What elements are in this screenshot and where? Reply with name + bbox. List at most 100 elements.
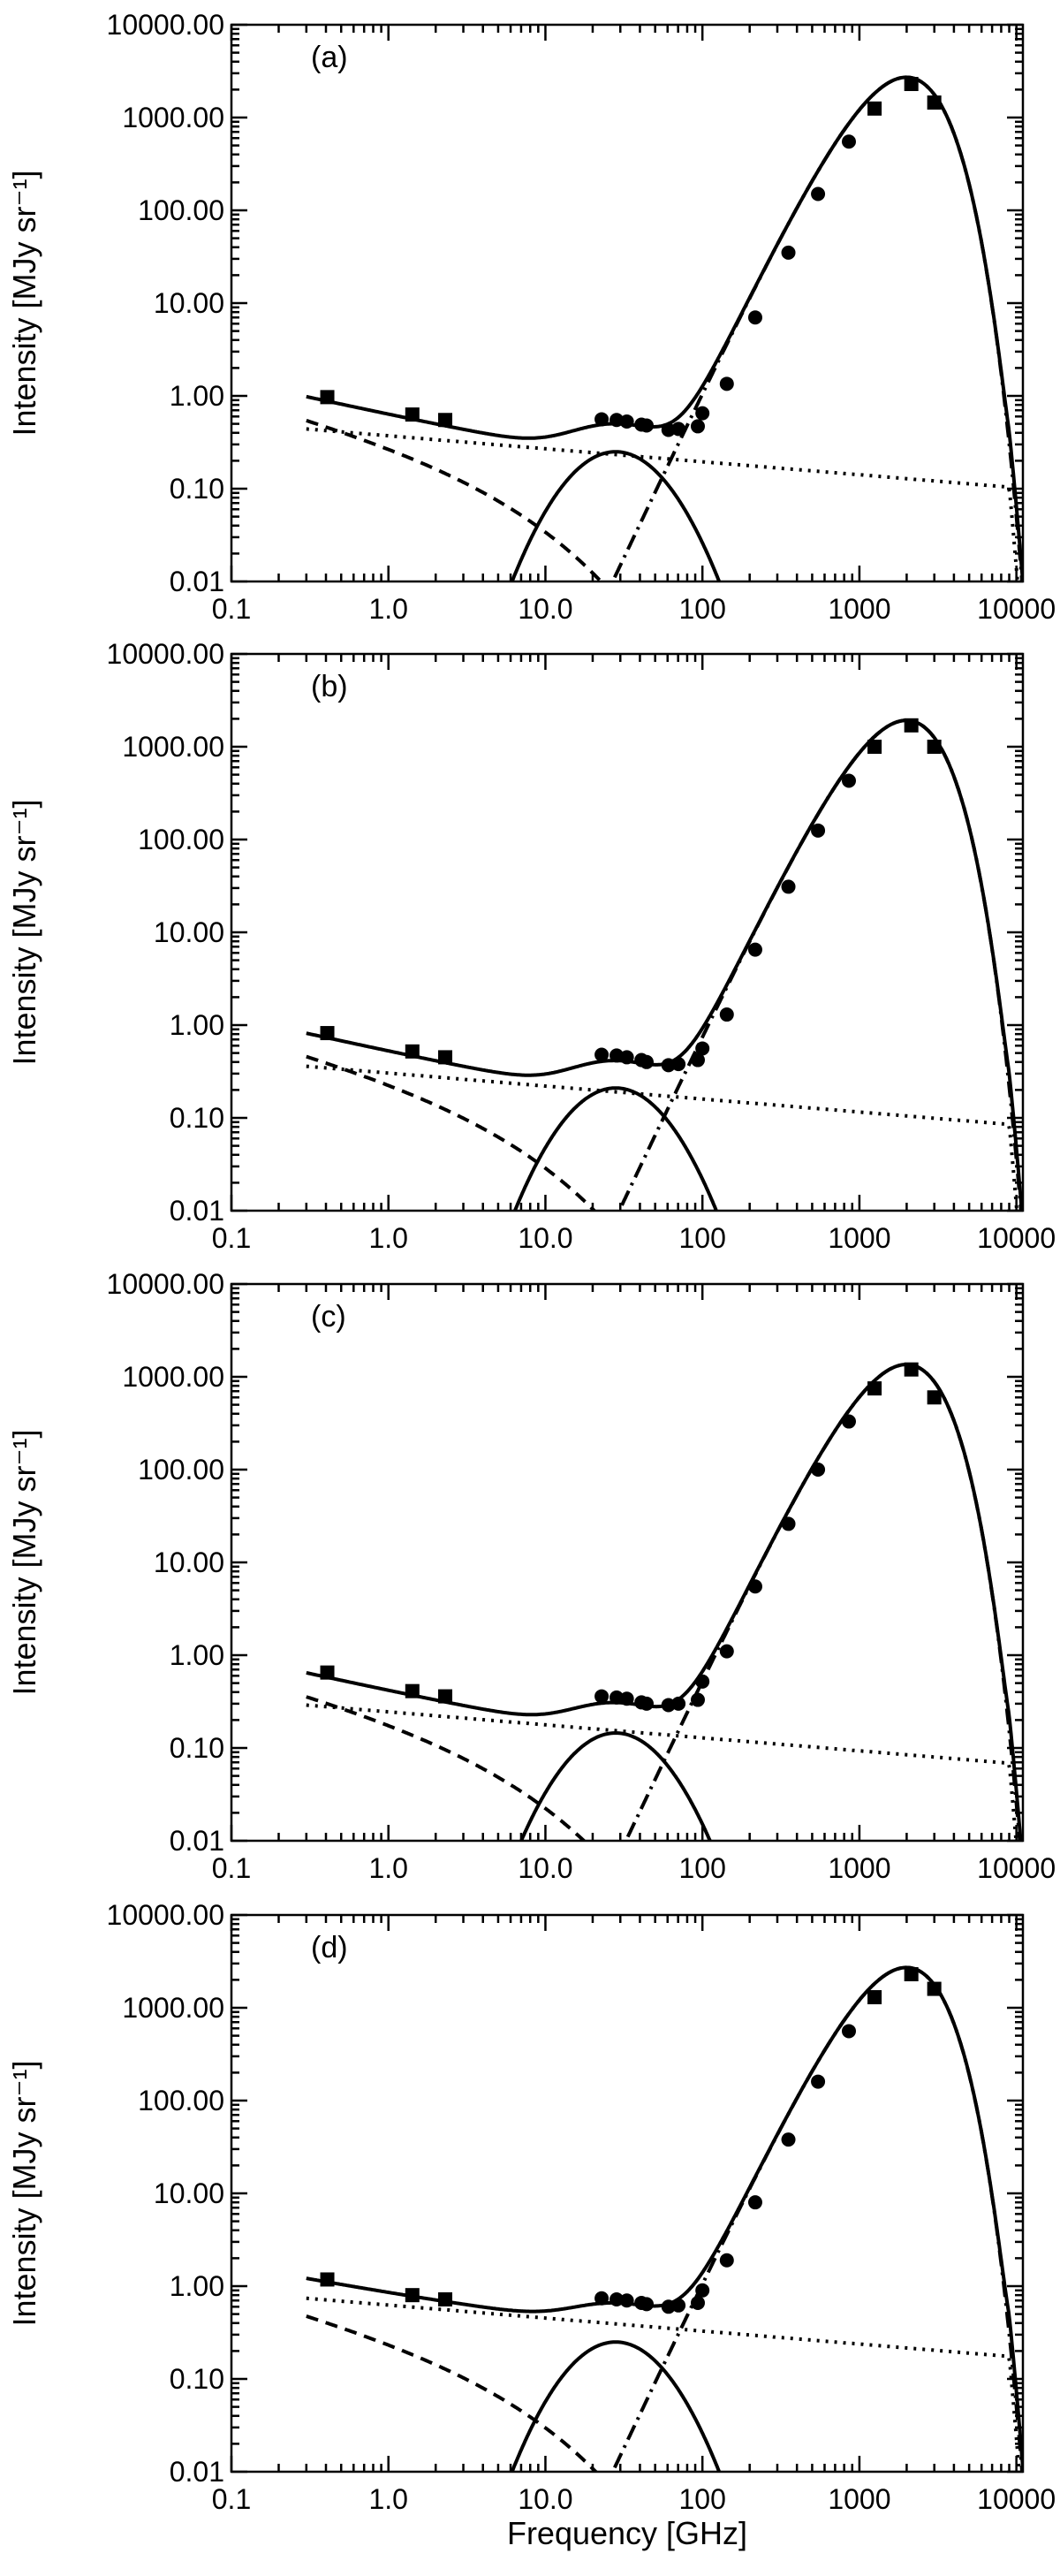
y-tick-label: 100.00	[138, 194, 224, 226]
data-point	[719, 1007, 734, 1022]
ticks	[230, 1282, 1023, 1843]
y-tick-label: 1000.00	[122, 102, 224, 133]
plot-frame	[230, 652, 1025, 1212]
y-tick-label: 10000.00	[107, 9, 224, 41]
data-point	[695, 2283, 710, 2298]
data-point	[867, 101, 882, 116]
data-point	[747, 942, 762, 957]
data-point	[781, 1516, 796, 1531]
data-point	[719, 376, 734, 391]
data-points	[320, 77, 942, 437]
y-tick-label: 10.00	[154, 916, 224, 948]
data-point	[811, 2074, 826, 2089]
x-tick-label: 1000	[828, 593, 890, 625]
y-tick-label: 0.01	[170, 1195, 224, 1227]
ame-line	[512, 1086, 719, 1211]
panel-d: 0.1 1.0 10.0 100 1000 10000 10000.00 1000.00 100…	[6, 1899, 1056, 2551]
y-tick-label: 0.10	[170, 1102, 224, 1134]
data-points	[320, 718, 942, 1073]
y-tick-label: 100.00	[138, 824, 224, 855]
data-point	[904, 77, 919, 92]
data-point	[927, 740, 942, 754]
data-point	[904, 1967, 919, 1982]
data-point	[671, 1696, 686, 1711]
data-point	[781, 2132, 796, 2147]
y-tick-label: 1.00	[170, 1009, 224, 1041]
data-point	[842, 773, 857, 788]
y-tick-label: 10.00	[154, 1546, 224, 1578]
model-curves	[306, 718, 1023, 1211]
y-tick-label: 1.00	[170, 1639, 224, 1671]
x-tick-label: 1.0	[368, 593, 407, 625]
data-point	[690, 419, 705, 434]
data-point	[405, 1683, 420, 1698]
ticks	[230, 23, 1023, 583]
y-tick-label: 1.00	[170, 380, 224, 412]
y-axis-title: Intensity [MJy sr⁻¹]	[6, 170, 42, 436]
y-tick-label: 100.00	[138, 2085, 224, 2116]
data-point	[927, 1981, 942, 1996]
thermal-dust-line	[617, 718, 1023, 1211]
thermal-dust-line	[624, 1363, 1022, 1841]
synchrotron-line	[306, 1054, 597, 1211]
data-point	[811, 823, 826, 838]
total-model-line	[306, 1363, 1023, 1841]
data-point	[438, 1050, 453, 1065]
x-tick-label: 10000	[977, 1222, 1056, 1254]
x-tick-label: 100	[678, 1852, 725, 1884]
data-points	[320, 1967, 942, 2314]
x-tick-label: 1.0	[368, 2483, 407, 2515]
data-point	[619, 2293, 634, 2308]
data-point	[594, 1047, 610, 1062]
data-point	[639, 2297, 654, 2312]
data-point	[719, 1644, 734, 1659]
free-free-line	[306, 2296, 1021, 2472]
data-points	[320, 1362, 942, 1713]
y-tick-label: 1000.00	[122, 1992, 224, 2024]
y-tick-label: 10.00	[154, 287, 224, 319]
free-free-line	[306, 1703, 1018, 1841]
data-point	[671, 2298, 686, 2313]
y-tick-label: 0.01	[170, 1825, 224, 1857]
x-tick-label: 10000	[977, 2483, 1056, 2515]
data-point	[747, 2195, 762, 2210]
x-tick-label: 1000	[828, 1852, 890, 1884]
x-tick-label: 10000	[977, 1852, 1056, 1884]
ticks	[230, 652, 1023, 1212]
data-point	[781, 879, 796, 894]
total-model-line	[306, 718, 1023, 1211]
data-point	[842, 134, 857, 149]
data-point	[671, 1057, 686, 1072]
data-point	[842, 1414, 857, 1429]
x-tick-label: 100	[678, 1222, 725, 1254]
model-curves	[306, 1965, 1023, 2472]
x-tick-label: 1000	[828, 2483, 890, 2515]
thermal-dust-line	[610, 75, 1023, 581]
y-tick-label: 0.01	[170, 566, 224, 597]
data-point	[320, 2272, 335, 2287]
total-model-line	[306, 75, 1023, 581]
data-point	[438, 413, 453, 428]
x-tick-label: 0.1	[212, 1852, 251, 1884]
ame-line	[510, 450, 722, 581]
synchrotron-line	[306, 1695, 587, 1841]
y-tick-label: 100.00	[138, 1454, 224, 1486]
data-point	[695, 1674, 710, 1689]
panel-b: 0.1 1.0 10.0 100 1000 10000 10000.00 1000.00 100…	[6, 638, 1056, 1254]
data-point	[671, 422, 686, 437]
data-point	[690, 1692, 705, 1707]
synchrotron-line	[306, 418, 604, 581]
data-point	[695, 406, 710, 421]
x-tick-label: 10.0	[518, 593, 572, 625]
y-axis-title: Intensity [MJy sr⁻¹]	[6, 1429, 42, 1695]
data-point	[610, 2291, 625, 2306]
x-tick-label: 0.1	[212, 2483, 251, 2515]
synchrotron-line	[306, 2314, 599, 2472]
thermal-dust-line	[610, 1965, 1023, 2472]
data-point	[405, 407, 420, 422]
data-point	[867, 1990, 882, 2005]
data-point	[594, 2291, 610, 2306]
y-tick-label: 10000.00	[107, 638, 224, 670]
y-tick-label: 0.01	[170, 2456, 224, 2488]
data-point	[904, 1362, 919, 1377]
